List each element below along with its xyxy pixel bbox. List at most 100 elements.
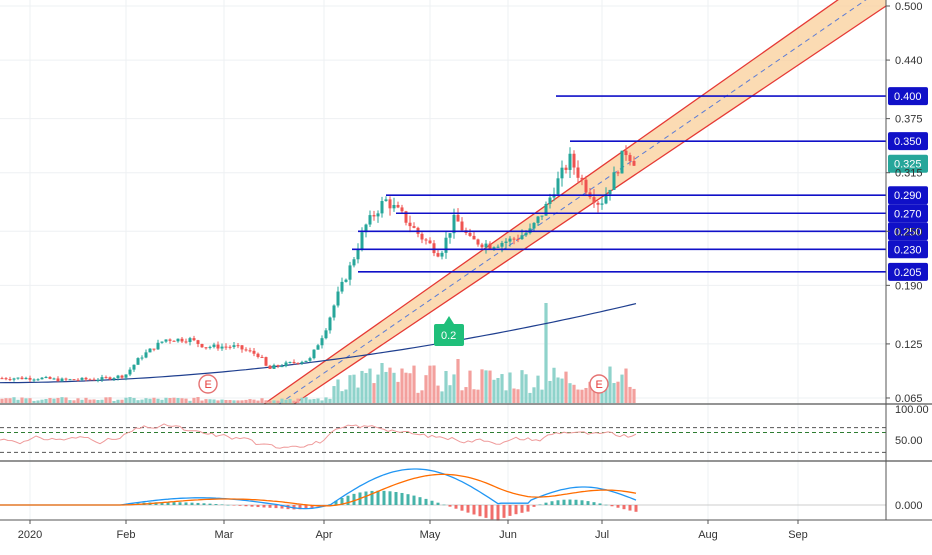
time-label-8: Sep [788,529,808,541]
candle-body-10 [40,377,44,380]
volume-bar-43 [172,397,176,403]
candle-body-81 [324,330,328,339]
candle-body-123 [492,247,496,249]
earnings-label-1: E [596,379,603,391]
candle-body-43 [172,340,176,342]
candle-body-24 [96,379,100,381]
channel-lower [293,5,887,405]
volume-bar-83 [332,386,336,403]
candle-body-83 [332,305,336,318]
signal-line [0,473,637,507]
volume-bar-142 [568,383,572,403]
candle-body-6 [24,377,28,380]
volume-bar-145 [580,389,584,403]
candle-body-29 [116,375,120,379]
candle-body-70 [280,366,284,368]
volume-bar-128 [512,388,516,403]
candle-body-38 [152,348,156,350]
macd-hist-354 [352,493,356,505]
current-price-label: 0.325 [894,159,922,171]
horizontal-levels[interactable]: 0.400 0.350 0.290 0.270 0.250 0.230 0.205 [352,87,928,281]
candle-body-101 [404,211,408,223]
volume-bar-62 [248,399,252,403]
candle-body-67 [268,365,272,369]
volume-bar-45 [180,398,184,403]
candle-body-114 [456,214,460,222]
macd-hist-630 [628,505,632,511]
candle-body-82 [328,317,332,331]
volume-bar-154 [616,381,620,403]
macd-hist-276 [274,505,278,509]
level-label-0: 0.400 [894,91,922,103]
macd-hist-426 [424,498,428,505]
volume-bar-8 [32,400,36,403]
macd-hist-498 [496,505,500,521]
candle-body-58 [232,345,236,348]
volume-bar-7 [28,398,32,403]
volume-bar-23 [92,399,96,403]
candle-body-91 [364,224,368,233]
price-tick-label-5: 0.190 [895,280,923,292]
volume-bar-125 [500,374,504,403]
candle-body-143 [572,153,576,168]
volume-bar-143 [572,384,576,403]
macd-hist-474 [472,505,476,515]
price-tick-label-4: 0.250 [895,226,923,238]
macd-hist-540 [538,504,542,506]
macd-hist-594 [592,502,596,505]
volume-bar-1 [4,398,8,403]
level-badge-0 [888,87,928,106]
volume-bar-98 [392,372,396,403]
candle-body-56 [224,346,228,348]
volume-bar-114 [456,359,460,403]
volume-bar-22 [88,399,92,403]
volume-bar-33 [132,397,136,403]
candle-body-109 [436,253,440,257]
candle-body-32 [128,369,132,375]
earnings-marker-0 [198,374,218,394]
volume-bar-109 [436,385,440,403]
volume-bar-81 [324,397,328,403]
candle-body-152 [608,189,612,195]
volume-bar-127 [508,372,512,403]
level-label-3: 0.270 [894,208,922,220]
candle-body-55 [220,346,224,349]
candle-body-94 [376,213,380,217]
candle-body-153 [612,172,616,190]
macd-hist-390 [388,491,392,505]
macd-hist-606 [604,504,608,506]
price-tick-label-0: 0.500 [895,1,923,13]
macd-hist-384 [382,490,386,505]
macd-hist-174 [172,502,176,505]
volume-bar-85 [340,391,344,403]
candle-body-39 [156,342,160,350]
candle-body-75 [300,361,304,364]
candle-body-30 [120,375,124,378]
channel-median [278,0,867,405]
candle-body-133 [532,222,536,229]
candle-body-92 [368,215,372,225]
candle-body-115 [460,221,464,231]
macd-hist-204 [202,503,206,505]
level-badge-1 [888,132,928,151]
candle-body-124 [496,246,500,248]
candle-body-100 [400,207,404,212]
volume-bar-100 [400,368,404,403]
volume-bar-90 [360,370,364,403]
volume-bar-34 [136,400,140,403]
volume-bar-105 [420,390,424,403]
earnings-label-0: E [205,379,212,391]
rsi-tick-label-1: 50.00 [895,435,923,447]
volume-bar-76 [304,397,308,403]
volume-bar-47 [188,400,192,403]
candle-body-7 [28,377,32,380]
volume-bar-38 [152,397,156,403]
candle-body-27 [108,377,112,380]
macd-hist-486 [484,505,488,518]
rsi-panel: 100.00 50.00 [0,404,929,453]
candle-body-125 [500,242,504,247]
candle-body-93 [372,215,376,217]
volume-bar-6 [24,398,28,403]
